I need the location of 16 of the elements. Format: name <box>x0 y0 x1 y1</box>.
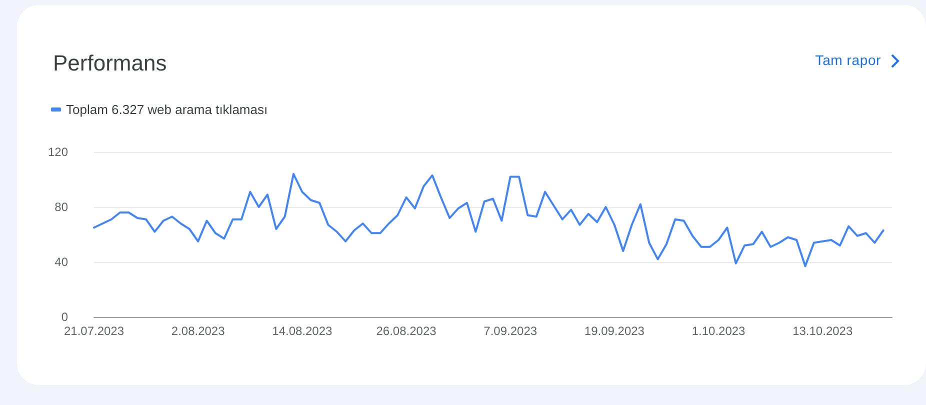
y-tick-label: 120 <box>48 145 68 159</box>
line-series <box>93 173 884 268</box>
legend-label: Toplam 6.327 web arama tıklaması <box>66 102 268 117</box>
text: Tam rapor <box>815 52 881 68</box>
x-tick-label: 19.09.2023 <box>584 324 645 338</box>
x-tick-label: 26.08.2023 <box>376 324 437 338</box>
x-tick-label: 1.10.2023 <box>692 324 746 338</box>
x-tick-label: 7.09.2023 <box>484 324 538 338</box>
x-tick-label: 2.08.2023 <box>171 324 226 338</box>
x-tick-label: 21.07.2023 <box>64 324 124 338</box>
y-tick-label: 40 <box>54 255 68 269</box>
x-tick-label: 13.10.2023 <box>792 324 853 338</box>
x-tick-label: 14.08.2023 <box>272 324 333 338</box>
y-tick-label: 80 <box>54 200 68 214</box>
chart-title: Performans <box>53 50 167 76</box>
y-tick-label: 0 <box>61 310 68 324</box>
